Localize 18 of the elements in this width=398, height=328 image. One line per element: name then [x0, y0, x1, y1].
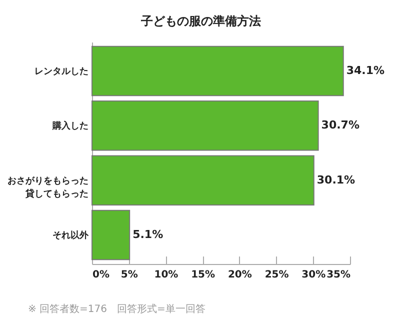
data-label: 34.1% [346, 64, 385, 77]
y-tick-label: 購入した [52, 120, 88, 132]
y-tick-label: レンタルした [34, 66, 88, 77]
data-label: 30.7% [321, 118, 360, 132]
data-label: 30.1% [316, 173, 356, 186]
y-tick-label: おさがりをもらった貸してもらった [8, 175, 88, 200]
data-label: 5.1% [132, 228, 164, 242]
x-tick-label: 10% [154, 270, 178, 280]
x-tick-label: 25% [264, 270, 289, 280]
x-tick-label: 0% [92, 270, 110, 280]
x-tick-label: 20% [228, 270, 252, 280]
y-tick-label: それ以外 [52, 230, 90, 242]
text: ※ 回答者数=176 回答形式=単一回答 [28, 302, 206, 316]
chart-title: 子どもの服の準備方法 [140, 14, 261, 28]
x-tick-label: 35% [326, 270, 350, 280]
x-tick-label: 30% [302, 270, 326, 280]
x-tick-label: 5% [120, 270, 138, 280]
x-tick-label: 15% [191, 270, 216, 280]
